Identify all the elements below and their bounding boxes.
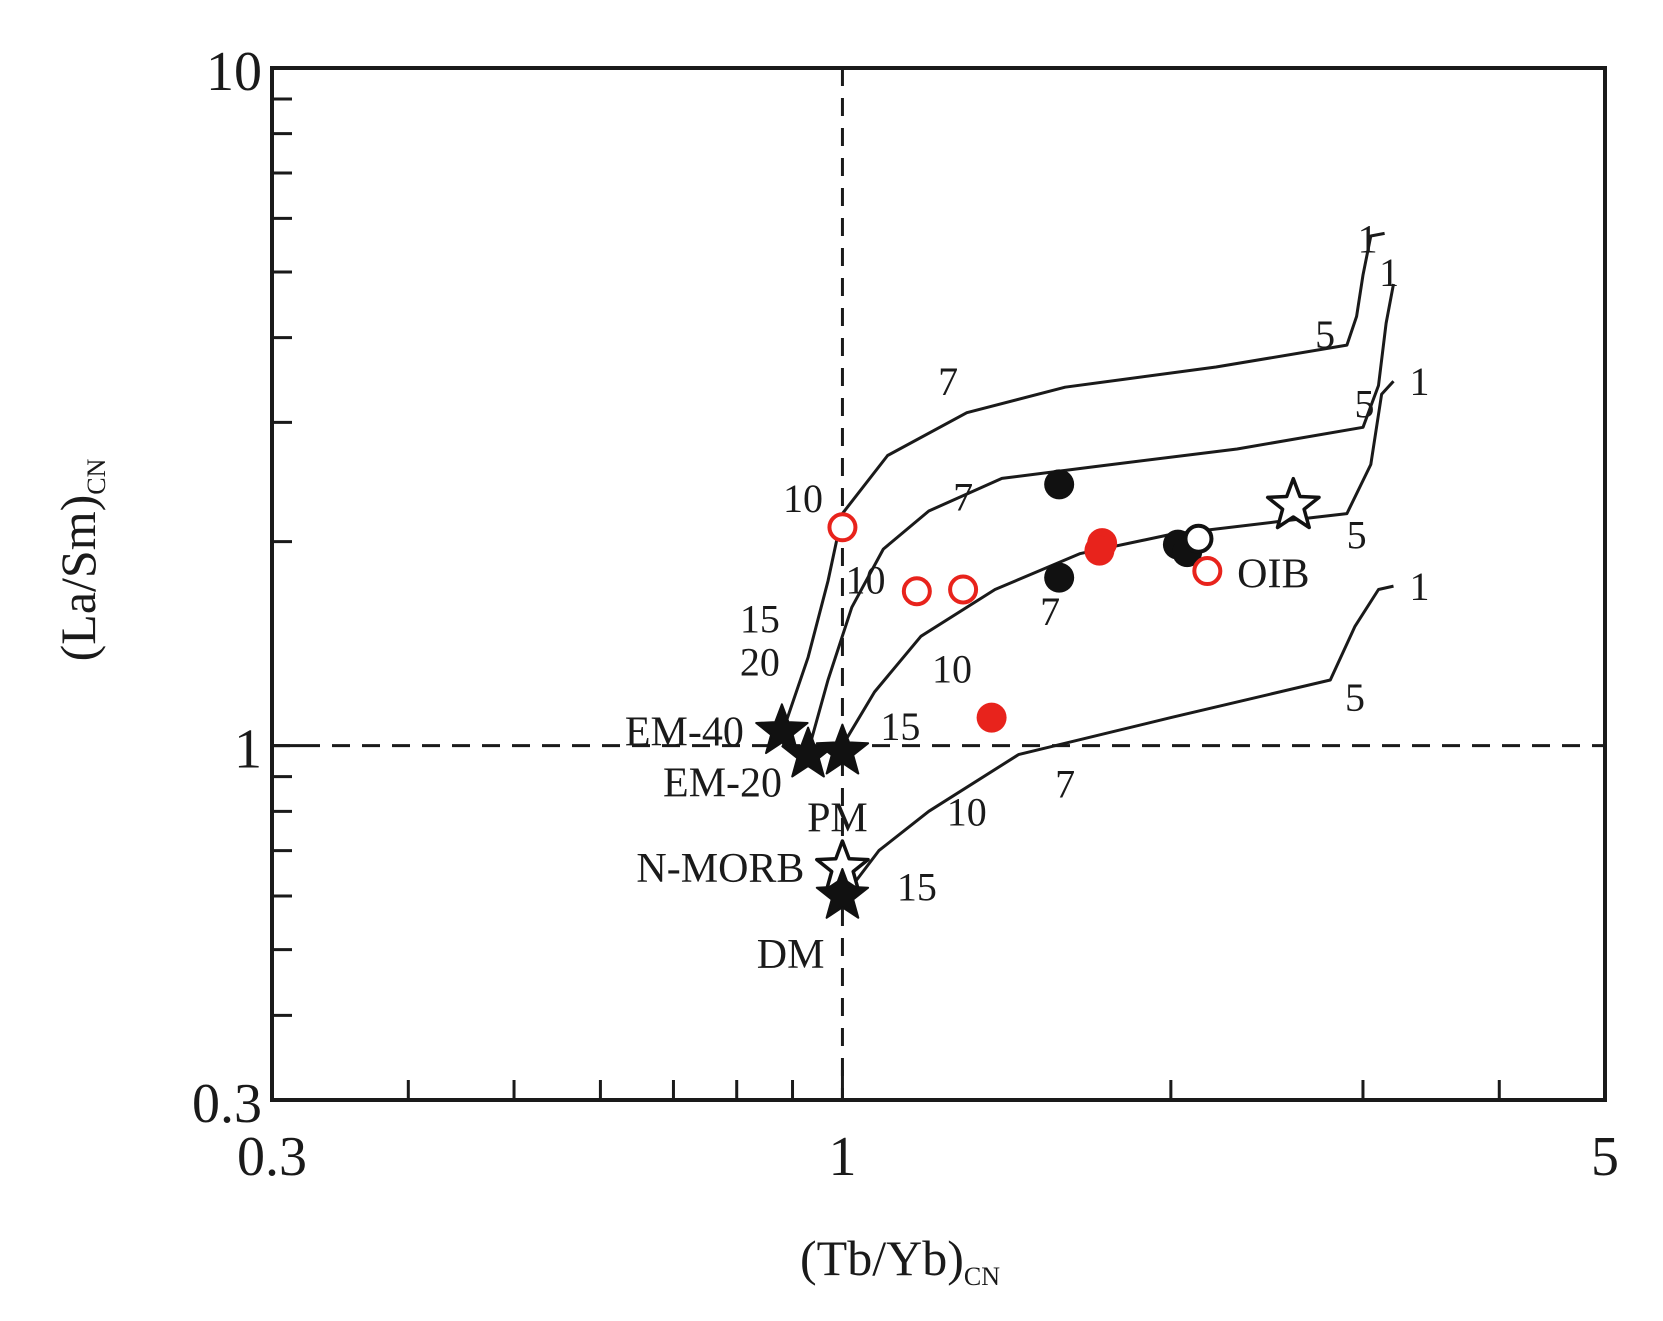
data-point — [1044, 469, 1075, 500]
melt-fraction-label: 7 — [1055, 761, 1075, 806]
melt-fraction-label: 20 — [740, 640, 780, 685]
end-member-label: EM-20 — [663, 761, 782, 807]
data-points — [827, 469, 1223, 733]
melting-curve-em-40 — [780, 231, 1385, 735]
data-point — [1044, 562, 1075, 593]
data-point — [948, 574, 979, 605]
y-axis-title: (La/Sm)CN — [50, 458, 111, 661]
x-tick-label: 0.3 — [237, 1126, 307, 1188]
end-members: EM-40 EM-20 PMN-MORB DM OIB — [625, 476, 1321, 978]
end-member-label: EM-40 — [625, 709, 744, 755]
x-tick-label: 1 — [828, 1126, 856, 1188]
melt-fraction-label: 5 — [1347, 512, 1367, 557]
melting-curve-em-20 — [806, 283, 1395, 753]
end-member-label: DM — [757, 932, 825, 978]
end-member-star — [1265, 476, 1321, 530]
end-member-label: PM — [807, 796, 868, 842]
melt-fraction-label: 10 — [783, 476, 823, 521]
end-member-star — [815, 723, 870, 775]
melt-fraction-label: 1 — [1409, 564, 1429, 609]
melt-fraction-label: 15 — [880, 704, 920, 749]
melt-fraction-label: 10 — [932, 646, 972, 691]
end-member-label: OIB — [1237, 552, 1309, 598]
data-point — [901, 576, 932, 607]
y-tick-label: 0.3 — [192, 1073, 262, 1135]
melt-fraction-label: 15 — [897, 864, 937, 909]
melt-fraction-label: 5 — [1355, 381, 1375, 426]
end-member-star — [815, 868, 870, 919]
melt-fraction-label: 1 — [1358, 217, 1378, 262]
x-axis-title: (Tb/Yb)CN — [800, 1230, 1000, 1291]
plot-frame — [270, 66, 1607, 1102]
melt-fraction-label: 10 — [846, 557, 886, 602]
melt-fraction-label: 5 — [1345, 675, 1365, 720]
melt-fraction-label: 15 — [740, 597, 780, 642]
reference-lines — [272, 68, 1605, 1100]
melt-fraction-label: 10 — [947, 789, 987, 834]
y-tick-label: 1 — [234, 719, 262, 781]
melt-fraction-label: 5 — [1315, 312, 1335, 357]
melt-fraction-label: 7 — [953, 475, 973, 520]
data-point — [1192, 556, 1223, 587]
data-point — [827, 512, 858, 543]
end-member-star — [755, 703, 809, 755]
data-point — [1183, 523, 1214, 554]
melting-curve-dm — [850, 584, 1394, 888]
y-tick-label: 10 — [206, 41, 262, 103]
x-tick-label: 5 — [1591, 1126, 1619, 1188]
data-point — [976, 702, 1007, 733]
melt-fraction-label: 1 — [1409, 359, 1429, 404]
melt-fraction-label: 1 — [1379, 250, 1399, 295]
melt-fraction-label: 7 — [1040, 589, 1060, 634]
plot-frame-border — [270, 66, 1607, 1102]
end-member-label: N-MORB — [636, 846, 804, 892]
data-point — [1084, 535, 1115, 566]
melt-fraction-label: 7 — [938, 359, 958, 404]
